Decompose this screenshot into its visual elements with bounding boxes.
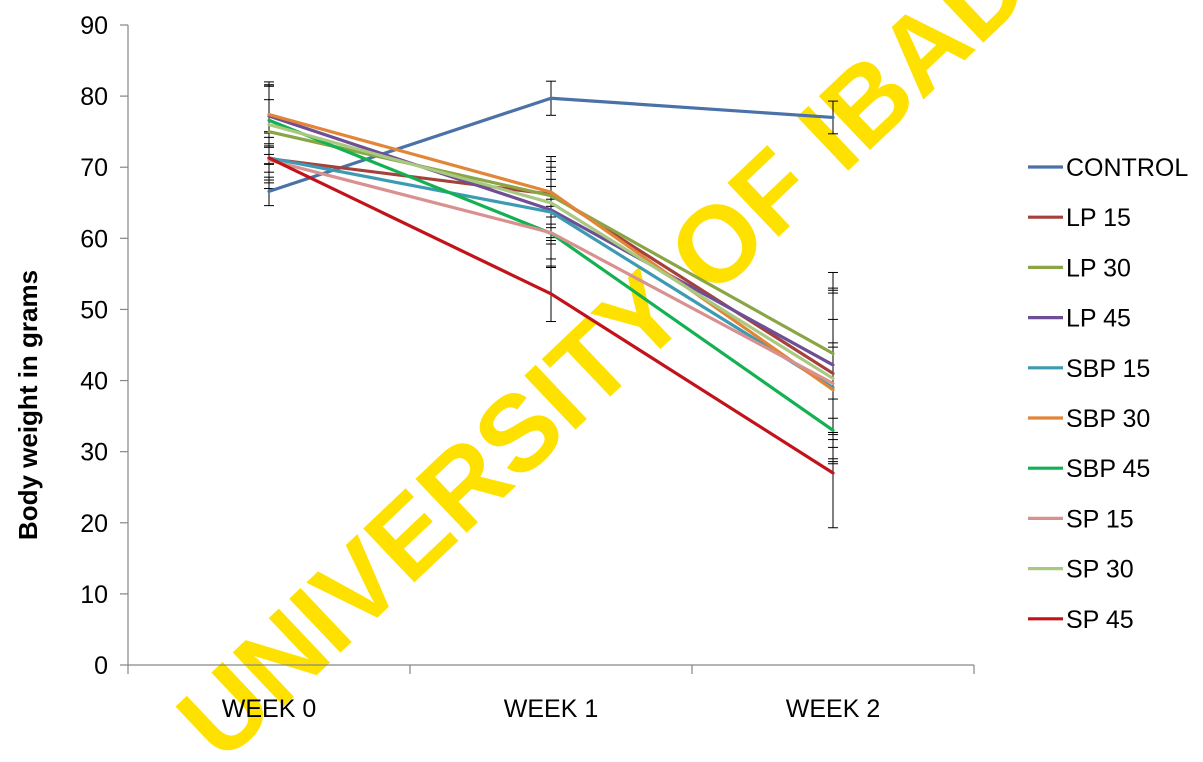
legend-item-sbp-15: SBP 15	[1028, 355, 1150, 383]
series-line-sp-15	[267, 158, 835, 385]
legend-item-sbp-45: SBP 45	[1028, 455, 1150, 483]
legend-item-sp-15: SP 15	[1028, 505, 1134, 533]
legend: CONTROL LP 15 LP 30 LP 45 SBP 15 SBP 30 SBP 45…	[1028, 154, 1188, 634]
y-tick-label: 70	[80, 154, 108, 182]
y-tick-label: 60	[80, 225, 108, 253]
legend-label: LP 15	[1066, 204, 1131, 232]
y-tick-label: 30	[80, 439, 108, 467]
legend-item-sp-30: SP 30	[1028, 556, 1134, 584]
series-line-sp-45	[267, 156, 835, 475]
series-line-lp-30	[267, 130, 835, 356]
y-tick-label: 0	[94, 652, 108, 680]
y-tick-label: 80	[80, 83, 108, 111]
axes: 0 10 20 30 40 50 60 70 80 90 WEEK 0 WEEK 1 WEEK 2	[80, 12, 975, 723]
legend-label: SBP 15	[1066, 355, 1150, 383]
legend-item-lp-15: LP 15	[1028, 204, 1131, 232]
legend-label: LP 45	[1066, 305, 1131, 333]
legend-label: CONTROL	[1066, 154, 1188, 182]
y-tick-label: 50	[80, 296, 108, 324]
legend-label: SP 45	[1066, 606, 1134, 634]
series-line-sp-30	[267, 122, 835, 381]
legend-item-control: CONTROL	[1028, 154, 1188, 182]
x-tick-label: WEEK 1	[504, 695, 598, 723]
y-axis-title: Body weight in grams	[13, 270, 43, 540]
legend-label: SBP 45	[1066, 455, 1150, 483]
x-tick-label: WEEK 2	[786, 695, 880, 723]
series-line-lp-45	[267, 114, 835, 367]
series-line-sbp-15	[267, 156, 835, 390]
legend-item-sp-45: SP 45	[1028, 606, 1134, 634]
watermark: UNIVERSITY OF IBADAN LIBRARY	[155, 0, 1203, 762]
watermark-text: UNIVERSITY OF IBADAN LIBRARY	[155, 0, 1203, 762]
y-tick-label: 40	[80, 368, 108, 396]
y-tick-label: 10	[80, 581, 108, 609]
legend-label: SP 15	[1066, 505, 1134, 533]
series-line-sbp-30	[267, 112, 835, 392]
legend-label: SBP 30	[1066, 405, 1150, 433]
series-lines	[267, 96, 835, 475]
legend-item-sbp-30: SBP 30	[1028, 405, 1150, 433]
series-line-control	[267, 96, 835, 193]
legend-item-lp-30: LP 30	[1028, 254, 1131, 282]
legend-item-lp-45: LP 45	[1028, 305, 1131, 333]
y-tick-label: 90	[80, 12, 108, 40]
y-tick-label: 20	[80, 510, 108, 538]
x-tick-label: WEEK 0	[222, 695, 316, 723]
legend-label: SP 30	[1066, 556, 1134, 584]
legend-label: LP 30	[1066, 254, 1131, 282]
